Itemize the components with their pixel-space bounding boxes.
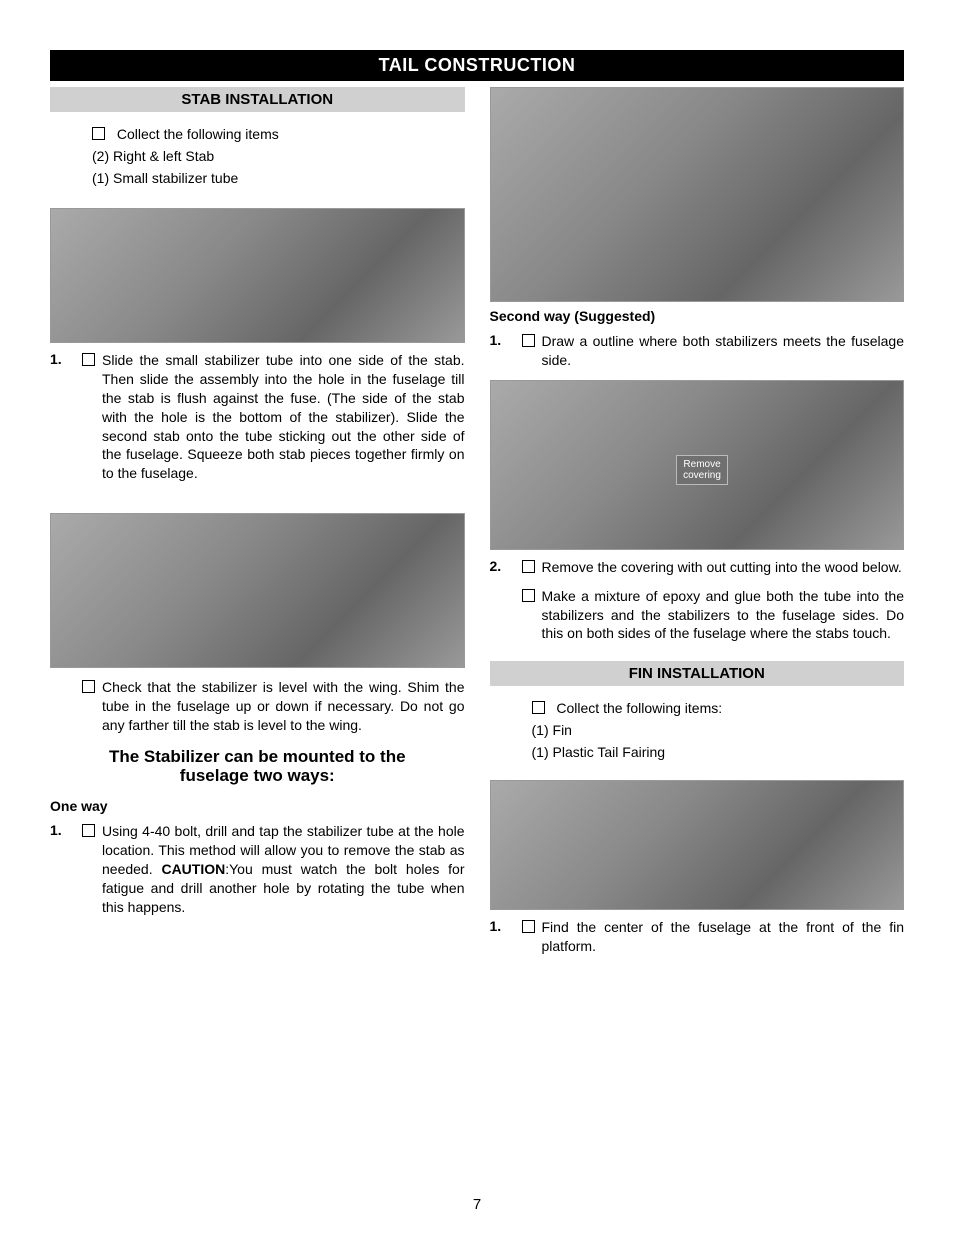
list-item: (2) Right & left Stab (92, 148, 465, 164)
caution-label: CAUTION (161, 861, 225, 877)
step-text: Make a mixture of epoxy and glue both th… (542, 587, 905, 644)
step-text: Draw a outline where both stabilizers me… (542, 332, 905, 370)
collect-intro-text: Collect the following items (117, 126, 279, 142)
fin-collect-block: Collect the following items: (1) Fin (1)… (490, 700, 905, 760)
step-number: 2. (490, 558, 522, 577)
item-qty: (1) (92, 170, 109, 186)
item-label: Fin (553, 722, 572, 738)
step-checkbox-wrap (522, 918, 542, 956)
epoxy-step: Make a mixture of epoxy and glue both th… (490, 587, 905, 644)
collect-intro-text: Collect the following items: (556, 700, 722, 716)
step-text: Find the center of the fuselage at the f… (542, 918, 905, 956)
step-checkbox-wrap (82, 822, 102, 916)
step-text: Slide the small stabilizer tube into one… (102, 351, 465, 483)
second-way-label: Second way (Suggested) (490, 308, 905, 324)
item-label: Small stabilizer tube (113, 170, 238, 186)
page-number: 7 (0, 1196, 954, 1213)
right-column: Second way (Suggested) 1. Draw a outline… (490, 81, 905, 956)
check-level-step: Check that the stabilizer is level with … (50, 678, 465, 735)
checkbox-icon (532, 701, 545, 714)
collect-intro-row: Collect the following items: (532, 700, 905, 716)
item-label: Right & left Stab (113, 148, 214, 164)
step-checkbox-wrap (522, 332, 542, 370)
figure-stab-tube (50, 208, 465, 343)
step-number: 1. (490, 332, 522, 370)
fin-step-1: 1. Find the center of the fuselage at th… (490, 918, 905, 956)
checkbox-icon (82, 824, 95, 837)
step-number: 1. (50, 822, 82, 916)
step-1: 1. Slide the small stabilizer tube into … (50, 351, 465, 483)
fin-installation-header: FIN INSTALLATION (490, 661, 905, 686)
list-item: (1) Plastic Tail Fairing (532, 744, 905, 760)
two-ways-heading: The Stabilizer can be mounted to the fus… (50, 747, 465, 786)
subhead-line2: fuselage two ways: (180, 766, 335, 785)
collect-intro-row: Collect the following items (92, 126, 465, 142)
step-checkbox-wrap (522, 587, 542, 644)
figure-fin-center (490, 780, 905, 910)
checkbox-icon (82, 680, 95, 693)
two-column-layout: STAB INSTALLATION Collect the following … (50, 81, 904, 956)
item-qty: (1) (532, 722, 549, 738)
figure-stab-level (50, 513, 465, 668)
step-checkbox-wrap (82, 678, 102, 735)
second-way-step-2: 2. Remove the covering with out cutting … (490, 558, 905, 577)
step-number: 1. (490, 918, 522, 956)
checkbox-icon (522, 589, 535, 602)
subhead-line1: The Stabilizer can be mounted to the (109, 747, 406, 766)
list-item: (1) Small stabilizer tube (92, 170, 465, 186)
step-text: Check that the stabilizer is level with … (102, 678, 465, 735)
list-item: (1) Fin (532, 722, 905, 738)
figure-remove-covering: Remove covering (490, 380, 905, 550)
remove-covering-label: Remove covering (676, 455, 728, 485)
one-way-label: One way (50, 798, 465, 814)
item-qty: (1) (532, 744, 549, 760)
step-number: 1. (50, 351, 82, 483)
second-way-step-1: 1. Draw a outline where both stabilizers… (490, 332, 905, 370)
step-text: Using 4-40 bolt, drill and tap the stabi… (102, 822, 465, 916)
step-text: Remove the covering with out cutting int… (542, 558, 905, 577)
left-column: STAB INSTALLATION Collect the following … (50, 81, 465, 956)
item-qty: (2) (92, 148, 109, 164)
collect-items-block: Collect the following items (2) Right & … (50, 126, 465, 186)
stab-installation-header: STAB INSTALLATION (50, 87, 465, 112)
one-way-step-1: 1. Using 4-40 bolt, drill and tap the st… (50, 822, 465, 916)
checkbox-icon (522, 560, 535, 573)
step-checkbox-wrap (82, 351, 102, 483)
banner-title: TAIL CONSTRUCTION (50, 50, 904, 81)
checkbox-icon (522, 334, 535, 347)
checkbox-icon (82, 353, 95, 366)
figure-draw-outline (490, 87, 905, 302)
item-label: Plastic Tail Fairing (553, 744, 666, 760)
step-checkbox-wrap (522, 558, 542, 577)
checkbox-icon (522, 920, 535, 933)
checkbox-icon (92, 127, 105, 140)
page: TAIL CONSTRUCTION STAB INSTALLATION Coll… (0, 0, 954, 1235)
